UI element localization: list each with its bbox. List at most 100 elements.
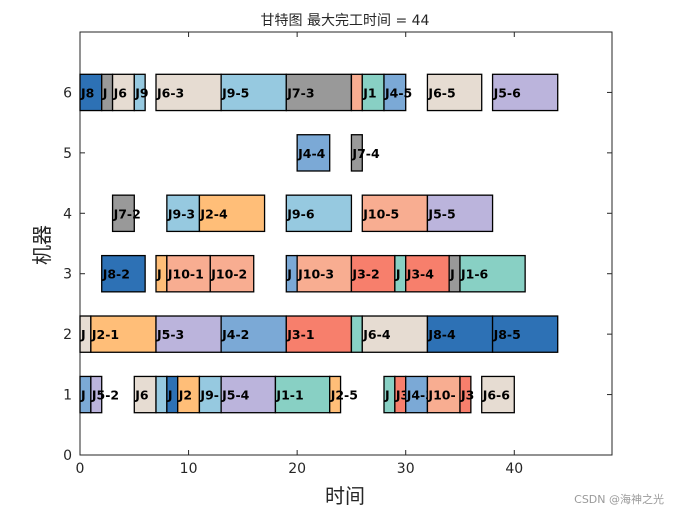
task-label: J9-6 [286,206,315,221]
task-label: J8-5 [493,327,521,342]
y-tick-label: 4 [63,206,72,222]
task-bar [220,315,287,353]
task-label: J10-5 [362,206,399,221]
task-label: J [286,267,292,282]
task-label: J10- [427,388,455,403]
task-label: J8-2 [102,267,130,282]
task-label: J [102,85,108,100]
task-label: J9-3 [167,206,195,221]
task-bar [285,73,353,112]
task-bar [350,134,363,172]
y-tick-label: 0 [63,448,72,464]
task-label: J9 [134,85,148,100]
task-bar [285,315,353,353]
task-bar [155,73,222,112]
task-label: J3-1 [286,327,314,342]
task-bar [296,134,331,172]
task-label: J5-3 [156,327,184,342]
x-axis-title: 时间 [325,484,365,508]
task-label: J [80,327,86,342]
task-bar [459,254,526,293]
y-axis-title: 机器 [30,225,54,265]
task-label: J2 [178,388,192,403]
task-label: J6 [134,388,149,403]
task-bar [350,254,396,293]
task-bar [481,375,515,414]
task-label: J3-2 [351,267,379,282]
x-tick-label: 0 [76,461,85,477]
task-label: J6-6 [482,388,511,403]
task-bar [459,375,472,414]
y-tick-label: 2 [63,327,72,343]
task-bar [198,194,266,233]
task-bar [155,315,222,353]
task-label: J10-3 [297,267,334,282]
task-bar [350,315,363,353]
x-tick-label: 40 [505,461,523,477]
task-label: J [156,267,162,282]
task-label: J3 [460,388,474,403]
task-label: J2-1 [91,327,119,342]
task-bar [383,73,407,112]
task-label: J5-4 [221,388,250,403]
task-label: J6-3 [156,85,184,100]
task-label: J4-5 [384,85,412,100]
task-bar [426,73,483,112]
task-bar [426,375,461,414]
task-label: J1-6 [460,267,489,282]
task-label: J4-2 [221,327,249,342]
task-label: J4-4 [297,146,326,161]
task-label: J5-5 [427,206,455,221]
task-label: J7-3 [286,85,314,100]
task-bar [133,73,146,112]
task-label: J10-2 [210,267,247,282]
task-bar [285,194,353,233]
task-label: J7-2 [113,206,141,221]
x-tick-label: 10 [180,461,198,477]
task-label: J6 [113,85,128,100]
task-bar [361,194,429,233]
y-tick-label: 6 [63,85,72,101]
task-label: J9- [199,388,219,403]
y-tick-label: 5 [63,146,72,162]
task-label: J6-5 [427,85,455,100]
task-label: J2-5 [330,388,358,403]
task-label: J1 [362,85,376,100]
task-bar [426,194,494,233]
task-bar [111,194,135,233]
y-tick-label: 3 [63,267,72,283]
task-bar [350,73,363,112]
task-label: J6-4 [362,327,391,342]
task-bar [329,375,342,414]
watermark-text: CSDN @海神之光 [574,492,664,506]
task-bar [491,315,559,353]
task-label: J [167,388,173,403]
x-tick-label: 30 [397,461,415,477]
task-bar [491,73,559,112]
task-bar [209,254,255,293]
axes-box [79,31,613,456]
task-bar [90,375,103,414]
task-bar [296,254,353,293]
task-label: J [449,267,455,282]
task-label: J5-6 [493,85,522,100]
task-label: J [395,267,401,282]
task-label: J8 [80,85,94,100]
chart-title: 甘特图 最大完工时间 = 44 [261,13,430,29]
task-bar [155,375,168,414]
task-bar [101,254,146,293]
y-tick-label: 1 [63,388,72,404]
task-bar [90,315,157,353]
task-label: J8-4 [427,327,456,342]
task-label: J7-4 [351,146,380,161]
task-label: J10-1 [167,267,204,282]
task-label: J1-1 [275,388,303,403]
task-label: J [80,388,86,403]
task-label: J9-5 [221,85,249,100]
plot-area: 0 10 20 30 40 0 1 2 3 4 5 6 J J5-2 J6 J J2 J9- J5-4 J1-1 J2-… [63,31,613,477]
task-label: J [384,388,390,403]
task-label: J2-4 [199,206,228,221]
task-label: J3-4 [406,267,435,282]
task-label: J5-2 [91,388,119,403]
